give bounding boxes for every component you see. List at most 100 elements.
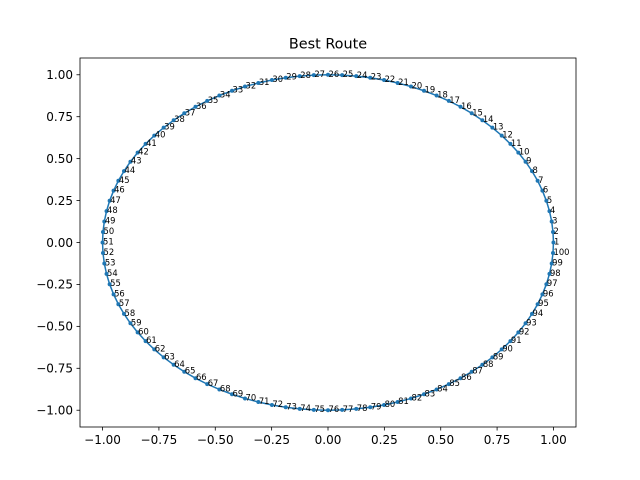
y-tick-label: 0.50 xyxy=(46,152,73,166)
route-point-label-30: 30 xyxy=(272,74,283,84)
route-point-label-97: 97 xyxy=(547,278,558,288)
route-point-label-25: 25 xyxy=(343,69,354,79)
route-point-12 xyxy=(499,133,504,138)
route-point-38 xyxy=(171,118,176,123)
route-point-label-3: 3 xyxy=(552,215,557,225)
route-point-98 xyxy=(547,271,552,276)
route-point-44 xyxy=(122,169,127,174)
route-point-label-15: 15 xyxy=(472,107,483,117)
x-tick-label: 0.25 xyxy=(371,433,398,447)
route-point-label-28: 28 xyxy=(300,70,311,80)
route-point-label-10: 10 xyxy=(519,147,530,157)
x-tick-label: 0.75 xyxy=(484,433,511,447)
y-tick-label: −0.75 xyxy=(36,362,73,376)
route-point-5 xyxy=(544,198,549,203)
route-point-label-96: 96 xyxy=(543,288,554,298)
route-point-label-16: 16 xyxy=(461,101,472,111)
route-point-label-88: 88 xyxy=(483,359,494,369)
route-point-91 xyxy=(508,339,513,344)
route-point-40 xyxy=(152,133,157,138)
route-point-label-32: 32 xyxy=(246,81,257,91)
route-point-20 xyxy=(408,84,413,89)
route-point-label-26: 26 xyxy=(329,69,340,79)
route-point-76 xyxy=(326,408,330,413)
route-point-label-21: 21 xyxy=(398,77,409,87)
route-point-74 xyxy=(297,406,302,411)
route-point-68 xyxy=(217,387,222,392)
route-point-label-43: 43 xyxy=(131,156,142,166)
route-point-88 xyxy=(480,362,485,367)
route-point-83 xyxy=(421,392,426,397)
route-point-label-78: 78 xyxy=(357,403,368,413)
route-point-65 xyxy=(182,369,187,374)
route-point-label-7: 7 xyxy=(538,175,543,185)
route-point-87 xyxy=(469,369,474,374)
route-point-23 xyxy=(368,75,373,80)
route-point-label-66: 66 xyxy=(196,372,207,382)
route-point-37 xyxy=(182,111,187,116)
route-point-73 xyxy=(283,405,288,410)
route-point-label-11: 11 xyxy=(511,138,522,148)
route-point-55 xyxy=(107,282,112,287)
route-point-63 xyxy=(161,355,166,360)
route-point-label-83: 83 xyxy=(424,388,435,398)
route-point-label-57: 57 xyxy=(119,298,130,308)
route-point-3 xyxy=(549,219,554,224)
route-point-label-89: 89 xyxy=(493,351,504,361)
route-point-58 xyxy=(122,311,127,316)
route-point-72 xyxy=(269,402,274,407)
route-point-label-56: 56 xyxy=(114,288,125,298)
route-point-42 xyxy=(135,150,140,155)
route-point-label-75: 75 xyxy=(314,404,325,414)
route-point-label-67: 67 xyxy=(208,378,219,388)
route-point-label-58: 58 xyxy=(125,308,136,318)
route-point-75 xyxy=(311,407,316,412)
route-point-27 xyxy=(311,73,316,78)
route-point-6 xyxy=(540,188,545,193)
route-point-93 xyxy=(523,321,528,326)
route-point-85 xyxy=(446,382,451,387)
route-point-29 xyxy=(283,75,288,80)
route-point-4 xyxy=(547,209,552,214)
y-tick-label: −0.25 xyxy=(36,278,73,292)
route-point-label-61: 61 xyxy=(146,335,157,345)
route-point-label-4: 4 xyxy=(550,205,555,215)
route-point-70 xyxy=(243,396,248,401)
route-point-labels: 1234567891011121314151617181920212223242… xyxy=(103,69,569,414)
route-point-24 xyxy=(354,74,359,79)
route-point-36 xyxy=(193,104,198,109)
route-point-label-45: 45 xyxy=(119,175,130,185)
route-point-9 xyxy=(523,159,528,164)
route-point-25 xyxy=(340,73,345,78)
route-point-56 xyxy=(111,292,116,297)
route-point-label-76: 76 xyxy=(329,404,340,414)
route-point-label-44: 44 xyxy=(125,165,136,175)
route-point-label-68: 68 xyxy=(220,383,231,393)
x-tick-label: 0.00 xyxy=(315,433,342,447)
route-point-95 xyxy=(535,302,540,307)
route-point-label-55: 55 xyxy=(110,278,121,288)
route-point-label-42: 42 xyxy=(138,147,149,157)
route-point-label-63: 63 xyxy=(164,351,175,361)
y-axis: −1.00 −0.75 −0.50 −0.25 0.00 0.25 0.50 0.75 1.00 xyxy=(36,68,80,418)
route-point-label-90: 90 xyxy=(502,343,513,353)
route-point-31 xyxy=(256,80,261,85)
route-point-41 xyxy=(143,141,148,146)
route-point-100 xyxy=(551,251,556,256)
route-point-52 xyxy=(100,251,105,256)
route-point-62 xyxy=(152,347,157,352)
route-point-71 xyxy=(256,400,261,405)
route-point-label-23: 23 xyxy=(371,72,382,82)
route-point-21 xyxy=(395,80,400,85)
x-tick-label: 0.50 xyxy=(427,433,454,447)
route-point-59 xyxy=(128,321,133,326)
route-point-96 xyxy=(540,292,545,297)
route-point-53 xyxy=(102,261,107,266)
route-point-label-27: 27 xyxy=(314,69,325,79)
route-point-13 xyxy=(490,125,495,130)
route-point-label-29: 29 xyxy=(286,72,297,82)
route-point-77 xyxy=(340,407,345,412)
route-point-26 xyxy=(326,72,330,77)
route-point-69 xyxy=(230,392,235,397)
